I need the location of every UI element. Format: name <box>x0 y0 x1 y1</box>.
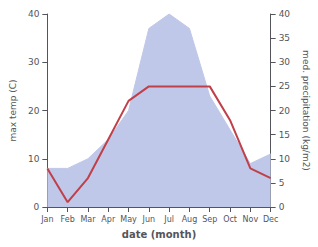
svg-text:date (month): date (month) <box>122 229 196 240</box>
svg-text:0: 0 <box>279 202 285 212</box>
svg-text:med. precipitation (kg/m2): med. precipitation (kg/m2) <box>301 50 311 171</box>
svg-text:15: 15 <box>279 130 290 140</box>
svg-text:5: 5 <box>279 178 285 188</box>
svg-text:0: 0 <box>34 202 40 212</box>
svg-text:Jun: Jun <box>142 215 156 224</box>
svg-text:20: 20 <box>279 106 291 116</box>
svg-text:Dec: Dec <box>263 215 278 224</box>
svg-text:May: May <box>120 215 137 224</box>
svg-text:Feb: Feb <box>61 215 75 224</box>
svg-text:10: 10 <box>279 154 291 164</box>
svg-text:25: 25 <box>279 81 290 91</box>
svg-text:Mar: Mar <box>80 215 96 224</box>
svg-text:20: 20 <box>28 106 40 116</box>
svg-text:Jan: Jan <box>40 215 53 224</box>
svg-text:Nov: Nov <box>243 215 259 224</box>
svg-text:35: 35 <box>279 33 290 43</box>
svg-text:10: 10 <box>28 154 40 164</box>
svg-text:Aug: Aug <box>182 215 198 224</box>
svg-text:40: 40 <box>28 9 40 19</box>
svg-text:Oct: Oct <box>223 215 237 224</box>
svg-text:Apr: Apr <box>101 215 116 224</box>
svg-text:Sep: Sep <box>202 215 217 224</box>
svg-text:30: 30 <box>28 57 40 67</box>
svg-text:30: 30 <box>279 57 291 67</box>
svg-text:max temp (C): max temp (C) <box>8 79 18 141</box>
svg-text:Jul: Jul <box>163 215 174 224</box>
svg-text:40: 40 <box>279 9 291 19</box>
